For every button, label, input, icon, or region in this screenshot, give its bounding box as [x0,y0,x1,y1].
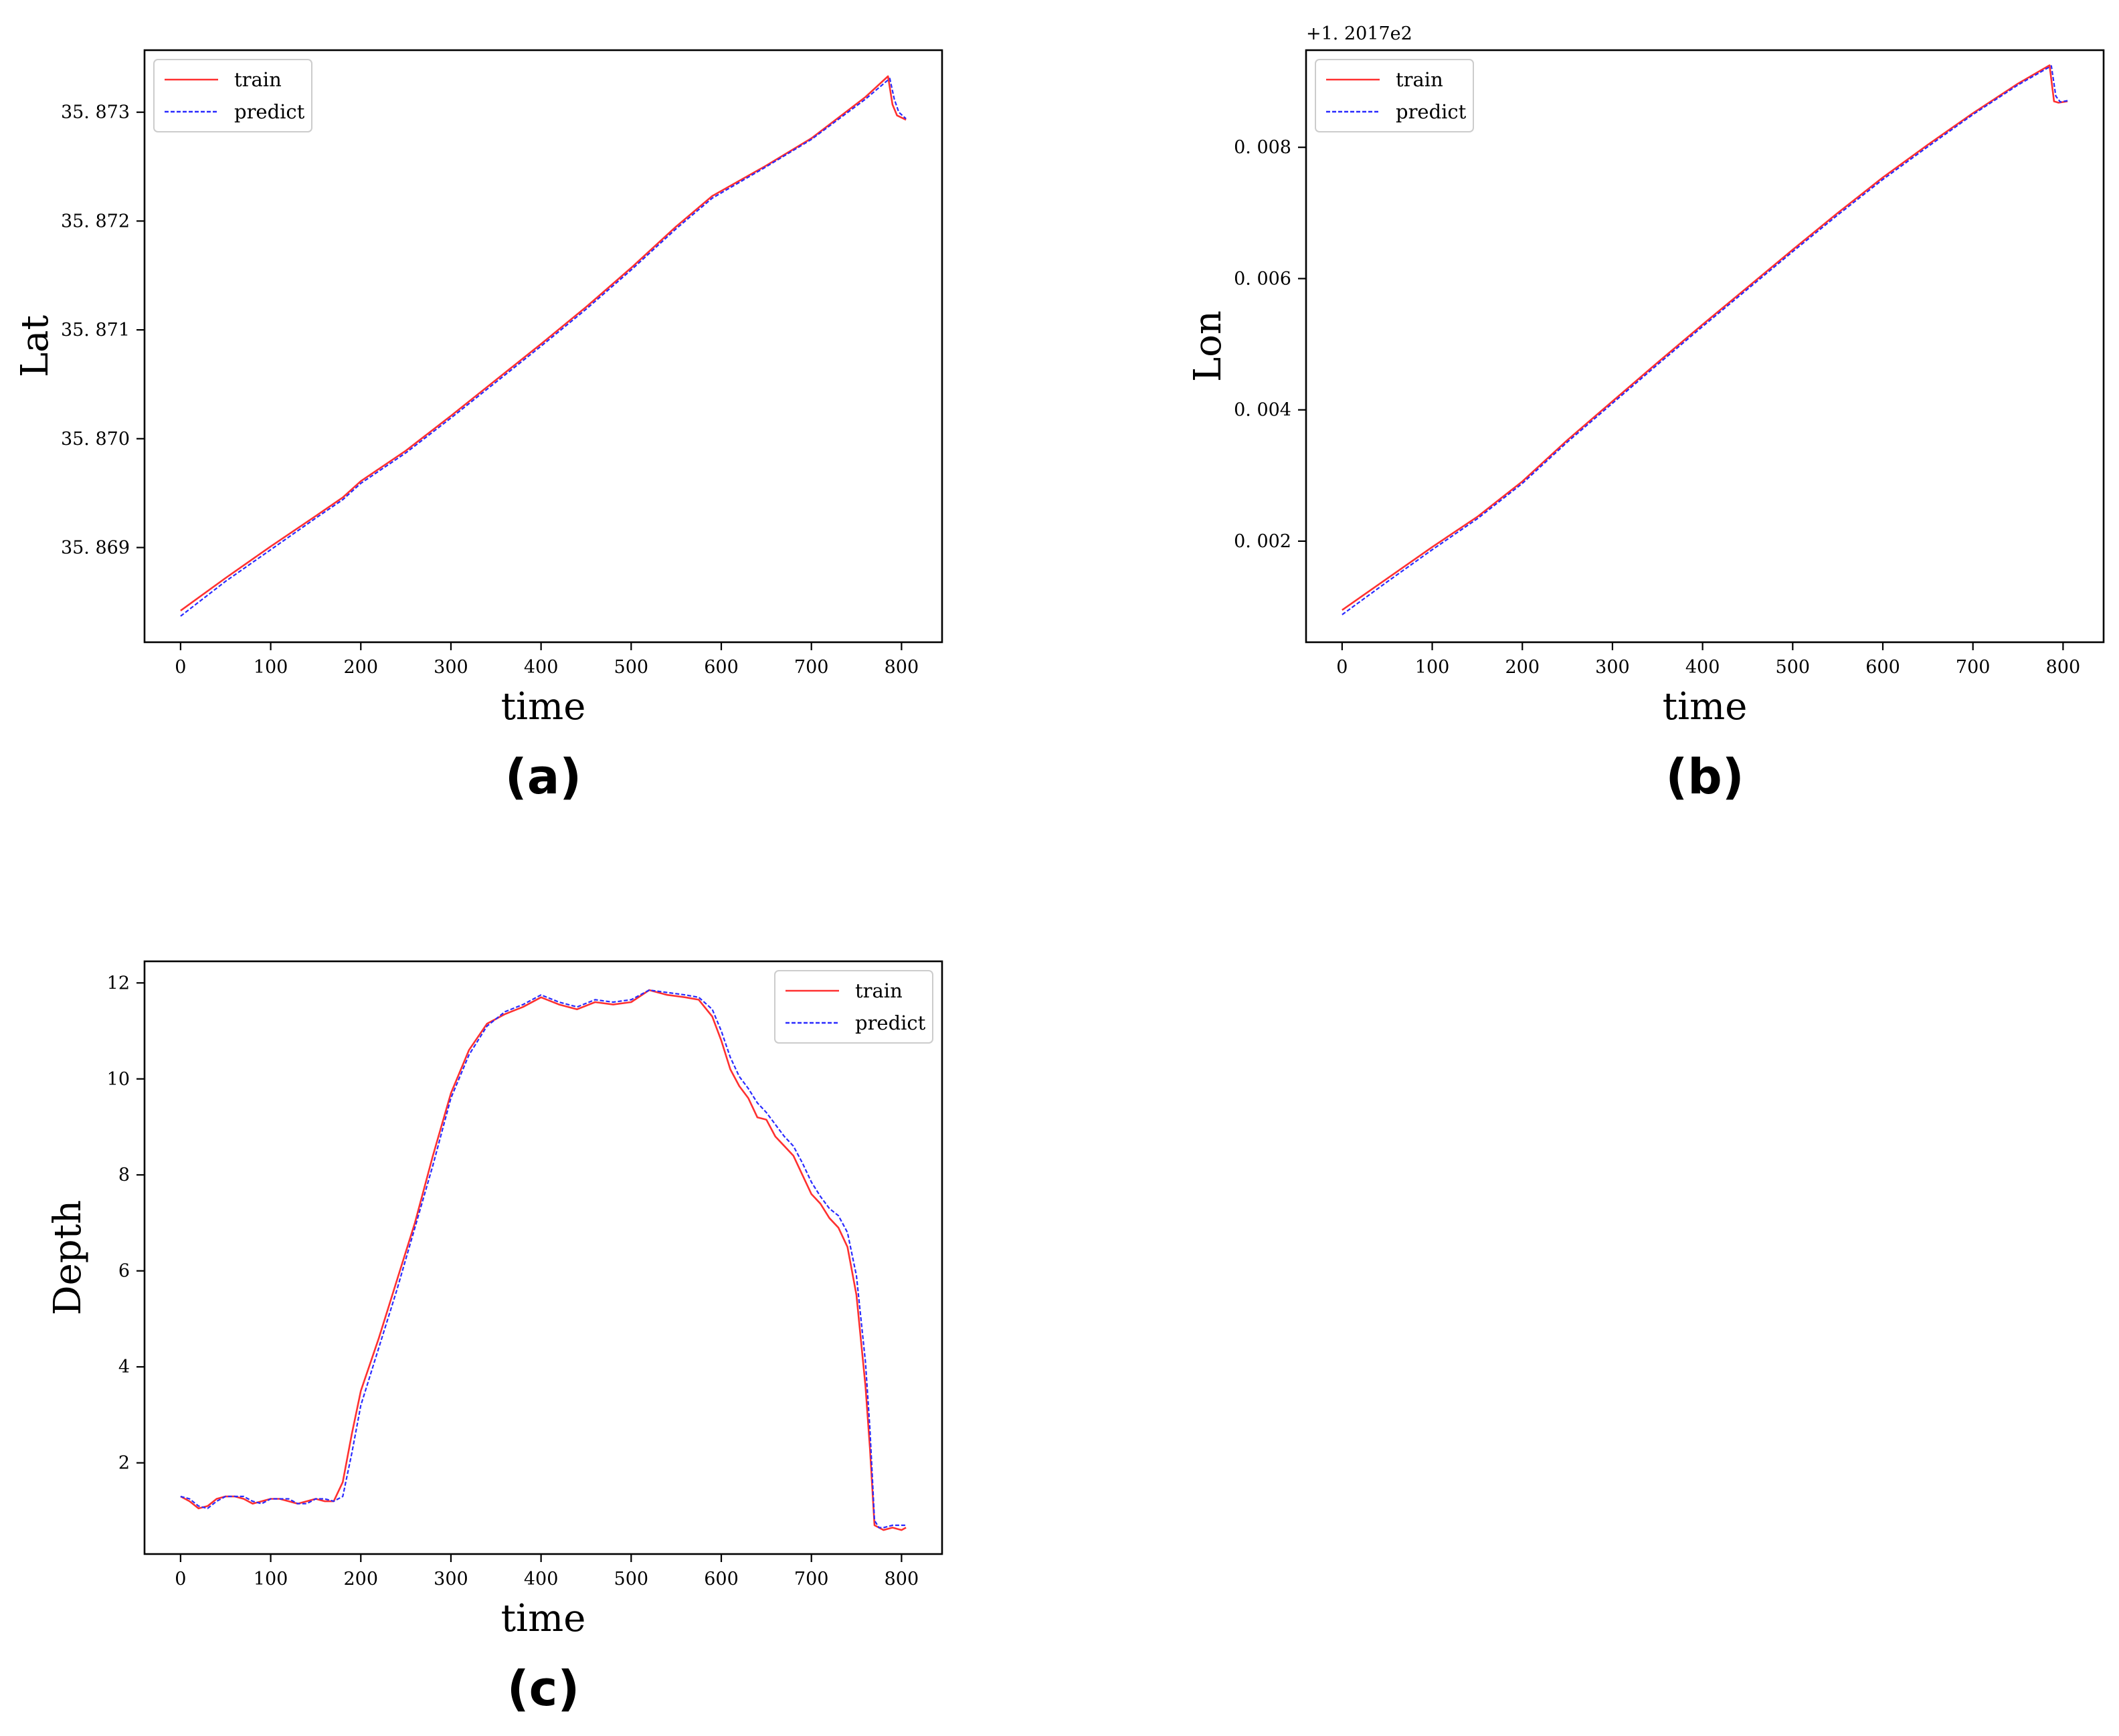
x-axis-label: time [501,1597,586,1640]
y-tick-label: 35. 871 [61,320,130,341]
y-tick-label: 35. 873 [61,102,130,123]
y-tick-label: 35. 869 [61,537,130,558]
series-line-train [180,989,907,1531]
series-line-predict [180,989,907,1529]
y-tick-label: 0. 006 [1234,268,1291,289]
series-line-predict [1342,65,2068,615]
x-tick-label: 700 [794,1569,829,1589]
y-tick-label: 0. 002 [1234,531,1291,552]
x-tick-label: 400 [1685,657,1720,678]
x-tick-label: 200 [343,657,378,678]
legend: train predict [153,59,312,132]
legend-label-predict: predict [855,1011,926,1034]
y-tick-label: 0. 008 [1234,137,1291,158]
chart-panel-c: 0 100 200 300 400 500 600 700 800 2 4 6 8 10 12 time Dep… [46,960,943,1717]
x-tick-label: 200 [1505,657,1540,678]
y-tick-label: 35. 870 [61,429,130,450]
x-tick-label: 500 [614,657,649,678]
x-tick-label: 700 [794,657,829,678]
legend-label-predict: predict [234,100,305,123]
x-tick-label: 0 [175,1569,186,1589]
x-axis-label: time [501,685,586,729]
legend-box [774,970,933,1044]
y-axis-label: Lat [13,314,57,377]
series-line-predict [180,78,907,617]
y-tick-label: 6 [118,1261,130,1282]
y-axis-label: Lon [1186,310,1230,382]
legend: train predict [774,970,933,1044]
x-tick-label: 100 [254,657,288,678]
legend-label-train: train [234,68,282,91]
x-tick-label: 400 [524,1569,559,1589]
x-tick-label: 700 [1956,657,1991,678]
y-tick-label: 10 [107,1069,130,1090]
plot-frame [143,960,943,1555]
x-tick-label: 300 [434,657,468,678]
y-tick-label: 12 [107,973,130,993]
legend: train predict [1315,59,1474,132]
legend-box [1315,59,1474,132]
series-line-train [1342,64,2068,611]
series-line-train [180,75,907,611]
legend-label-predict: predict [1396,100,1467,123]
y-tick-label: 2 [118,1453,130,1474]
panel-caption: (b) [1665,749,1744,805]
x-tick-label: 500 [614,1569,649,1589]
x-tick-label: 100 [254,1569,288,1589]
y-tick-label: 0. 004 [1234,400,1291,421]
y-axis-label: Depth [46,1200,90,1315]
x-tick-label: 0 [1336,657,1348,678]
x-tick-label: 0 [175,657,186,678]
x-tick-label: 300 [1595,657,1630,678]
x-tick-label: 300 [434,1569,468,1589]
plot-frame [1305,49,2105,644]
axis-offset-text: +1. 2017e2 [1306,23,1412,44]
x-tick-label: 500 [1776,657,1811,678]
chart-panel-b: 0 100 200 300 400 500 600 700 800 0. 002 0. 004 0. … [1186,23,2105,805]
y-tick-label: 35. 872 [61,211,130,231]
y-tick-label: 8 [118,1165,130,1185]
plot-frame [143,49,943,644]
x-tick-label: 100 [1415,657,1450,678]
legend-label-train: train [1396,68,1443,91]
legend-box [153,59,312,132]
x-tick-label: 600 [704,1569,739,1589]
x-tick-label: 800 [2046,657,2081,678]
panel-caption: (a) [505,749,581,805]
x-tick-label: 800 [885,657,919,678]
x-tick-label: 800 [885,1569,919,1589]
x-axis-label: time [1663,685,1748,729]
x-tick-label: 600 [1865,657,1900,678]
y-tick-label: 4 [118,1357,130,1377]
chart-panel-a: 0 100 200 300 400 500 600 700 800 35. 869 35. 870 3… [13,49,943,805]
x-tick-label: 200 [343,1569,378,1589]
x-tick-label: 600 [704,657,739,678]
x-tick-label: 400 [524,657,559,678]
legend-label-train: train [855,979,903,1002]
panel-caption: (c) [507,1660,580,1717]
